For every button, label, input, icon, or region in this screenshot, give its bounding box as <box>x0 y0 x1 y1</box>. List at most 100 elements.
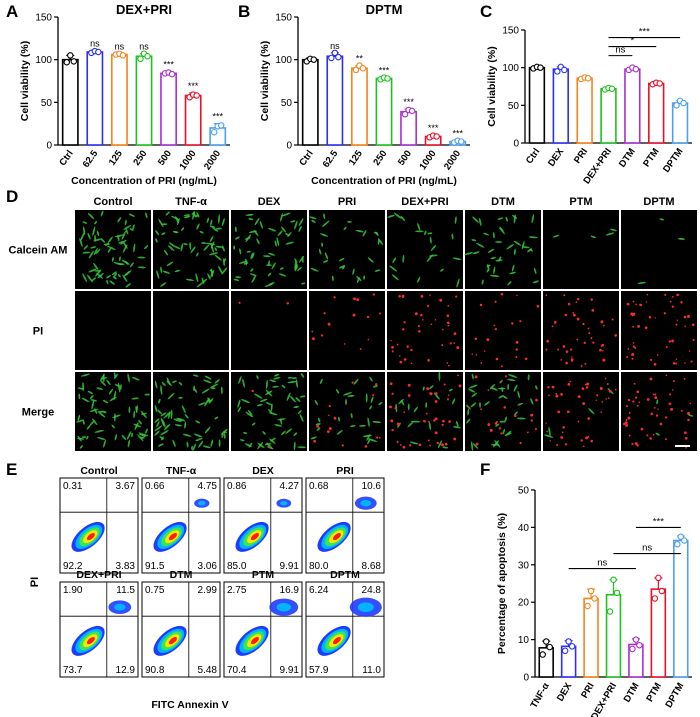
red-cell-r2-c7-11 <box>668 402 672 406</box>
green-cell-r2-c0-58 <box>109 396 117 402</box>
red-cell-r1-c4-38 <box>426 304 430 307</box>
red-cell-r2-c6-10 <box>551 385 555 389</box>
red-cell-r2-c6-2 <box>582 402 586 405</box>
red-cell-r2-c7-23 <box>685 446 687 449</box>
green-cell-r2-c1-3 <box>198 402 206 406</box>
green-cell-r0-c1-31 <box>218 265 223 275</box>
green-cell-r2-c2-16 <box>287 380 297 384</box>
red-cell-r2-c3-9 <box>379 436 381 439</box>
green-cell-r0-c0-49 <box>108 236 113 243</box>
data-point-B-6-2 <box>457 138 465 145</box>
green-cell-r2-c1-39 <box>160 417 165 427</box>
green-cell-r2-c1-37 <box>154 404 158 413</box>
green-cell-r0-c3-14 <box>324 252 329 260</box>
red-cell-r1-c7-46 <box>646 293 649 296</box>
flow-panel-0: Control 0.31 3.67 92.2 3.83 <box>59 465 139 574</box>
green-cell-r0-c0-28 <box>103 243 110 246</box>
green-cell-r0-c1-38 <box>221 245 225 252</box>
green-cell-r0-c0-13 <box>125 228 129 235</box>
red-cell-r1-c4-6 <box>453 342 456 344</box>
red-cell-r1-c6-4 <box>602 324 605 327</box>
red-cell-r1-c4-14 <box>403 358 407 361</box>
green-cell-r0-c0-57 <box>122 274 128 282</box>
green-cell-r0-c0-58 <box>118 256 121 261</box>
bar-B-3 <box>375 77 393 146</box>
red-cell-r1-c4-24 <box>403 321 406 324</box>
red-cell-r2-c7-25 <box>654 393 657 396</box>
green-cell-r0-c2-38 <box>233 245 236 250</box>
green-cell-r0-c0-10 <box>106 275 112 279</box>
data-point-C-2-2 <box>584 74 592 82</box>
red-cell-r2-c4-30 <box>434 392 438 395</box>
green-cell-r2-c2-28 <box>299 413 304 422</box>
green-cell-r2-c1-21 <box>181 405 186 414</box>
quadrant-ll-0: 92.2 <box>63 561 83 572</box>
micro-image-r0-c7 <box>621 210 697 289</box>
red-cell-r1-c5-11 <box>536 304 540 308</box>
red-cell-r2-c4-27 <box>429 444 432 447</box>
quadrant-ul-2: 0.86 <box>227 481 247 492</box>
data-point-F-0-1 <box>542 638 550 645</box>
green-cell-r2-c4-13 <box>409 441 419 445</box>
red-cell-r1-c5-1 <box>494 300 497 303</box>
green-cell-r0-c7-1 <box>637 281 646 285</box>
green-cell-r0-c1-13 <box>215 245 224 248</box>
green-cell-r0-c5-26 <box>490 257 496 260</box>
red-cell-r2-c5-13 <box>487 423 491 426</box>
green-cell-r0-c2-37 <box>279 267 284 270</box>
micro-column-label-4: DEX+PRI <box>401 196 448 208</box>
green-cell-r2-c2-11 <box>287 376 293 379</box>
green-cell-r0-c0-21 <box>137 256 146 259</box>
green-cell-r0-c5-33 <box>505 216 508 222</box>
micro-column-label-0: Control <box>93 196 132 208</box>
green-cell-r0-c2-18 <box>301 256 304 263</box>
green-cell-r2-c3-7 <box>316 427 321 431</box>
green-cell-r2-c0-54 <box>113 373 119 379</box>
micro-image-r2-c2 <box>231 372 307 451</box>
green-cell-r2-c1-61 <box>173 418 182 422</box>
sig-bracket-label-C-2: *** <box>639 27 650 38</box>
green-cell-r2-c3-9 <box>373 385 378 388</box>
red-cell-r1-c7-8 <box>675 323 678 326</box>
green-cell-r2-c0-44 <box>134 422 139 431</box>
green-cell-r0-c4-17 <box>402 254 405 263</box>
green-cell-r0-c6-2 <box>610 228 617 232</box>
green-cell-r0-c2-36 <box>294 261 297 271</box>
green-cell-r2-c2-55 <box>273 373 280 377</box>
green-cell-r2-c0-32 <box>89 395 94 400</box>
green-cell-r2-c0-41 <box>131 376 140 381</box>
green-cell-r0-c1-65 <box>210 219 213 226</box>
red-cell-r1-c6-9 <box>565 361 568 365</box>
red-cell-r2-c4-20 <box>399 444 402 446</box>
y-tick-label-F: 40 <box>518 523 530 534</box>
y-tick-label-F: 50 <box>518 486 530 497</box>
red-cell-r1-c4-21 <box>417 325 420 328</box>
red-cell-r1-c7-30 <box>669 300 672 303</box>
red-cell-r2-c7-38 <box>670 407 674 411</box>
green-cell-r0-c0-68 <box>87 212 95 220</box>
green-cell-r2-c1-41 <box>204 426 211 434</box>
green-cell-r2-c1-34 <box>191 445 193 450</box>
flow-panel-1: TNF-α0.66 4.75 91.5 3.06 <box>141 465 221 574</box>
panel-letter-E: E <box>6 460 18 479</box>
data-point-B-3-2 <box>384 75 391 82</box>
red-cell-r2-c6-9 <box>546 430 548 433</box>
green-cell-r2-c2-30 <box>292 377 297 380</box>
red-cell-r1-c5-8 <box>471 353 473 355</box>
data-point-F-4-2 <box>636 641 643 649</box>
green-cell-r0-c5-25 <box>499 227 504 232</box>
y-axis-label-F: Percentage of apoptosis (%) <box>496 513 508 654</box>
x-tick-label-A-3: 250 <box>131 148 149 167</box>
red-cell-r1-c6-32 <box>600 320 604 324</box>
green-cell-r0-c0-25 <box>113 262 123 266</box>
y-tick-label-C: 150 <box>502 26 519 37</box>
red-cell-r2-c4-6 <box>453 437 457 441</box>
green-cell-r2-c3-26 <box>318 417 321 423</box>
green-cell-r0-c1-19 <box>199 230 204 234</box>
green-cell-r0-c3-15 <box>323 260 328 263</box>
green-cell-r0-c5-36 <box>533 267 537 275</box>
green-cell-r0-c5-18 <box>472 216 479 223</box>
green-cell-r0-c1-45 <box>168 242 175 247</box>
green-cell-r2-c0-33 <box>103 439 106 448</box>
green-cell-r0-c0-14 <box>106 279 109 284</box>
